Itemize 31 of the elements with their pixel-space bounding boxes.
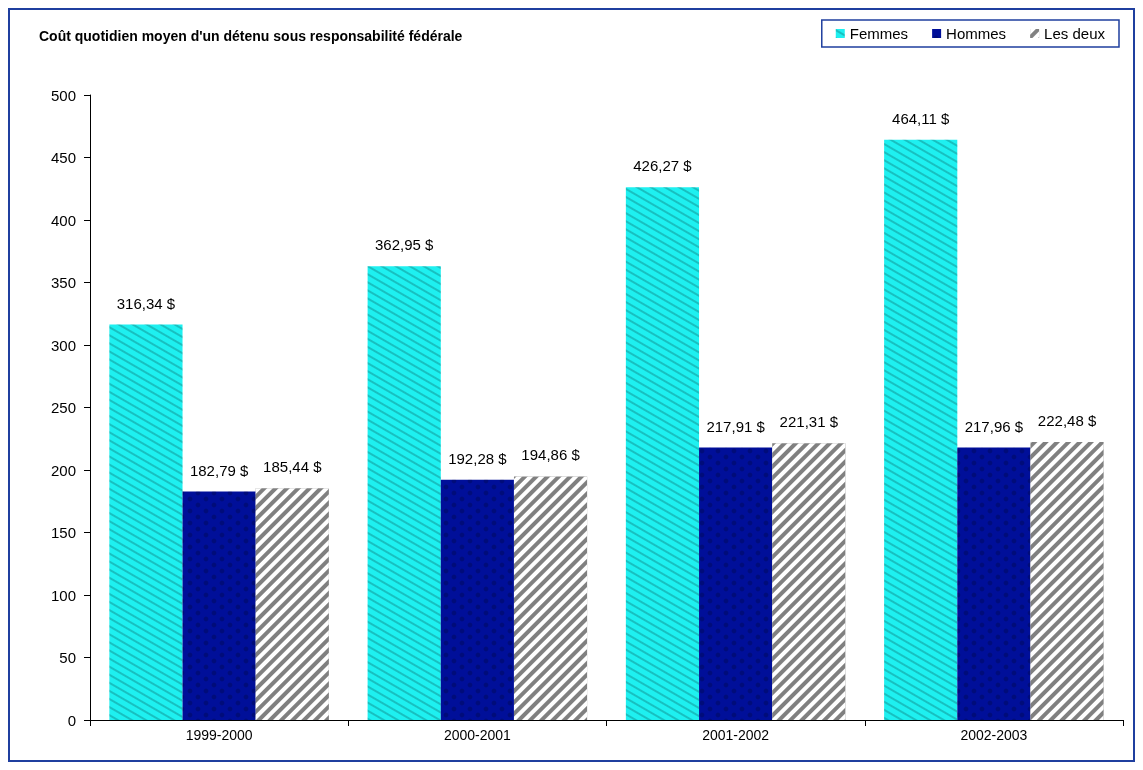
y-tick-label: 150	[50, 524, 76, 541]
data-label: 222,48 $	[1037, 411, 1097, 429]
x-tick-label: 2000-2001	[443, 727, 512, 743]
data-label: 217,96 $	[964, 417, 1024, 435]
x-tick-label: 1999-2000	[185, 727, 253, 743]
y-tick-label: 50	[59, 649, 76, 666]
chart-title: Coût quotidien moyen d'un détenu sous responsabilité fédérale	[39, 28, 463, 44]
y-tick-label: 300	[50, 336, 76, 354]
y-tick-label: 500	[50, 86, 76, 104]
data-label: 221,31 $	[779, 413, 839, 431]
legend-label: Les deux	[1044, 25, 1106, 42]
data-label: 464,11 $	[892, 109, 950, 127]
y-tick-label: 350	[50, 274, 76, 291]
x-tick-label: 2001-2002	[702, 727, 770, 743]
data-label: 185,44 $	[263, 458, 323, 476]
y-tick-label: 250	[50, 399, 76, 416]
data-label: 217,91 $	[706, 417, 766, 435]
data-label: 182,79 $	[189, 461, 249, 479]
y-tick-label: 100	[50, 586, 76, 604]
y-tick-label: 400	[50, 211, 76, 229]
y-tick-label: 200	[50, 461, 76, 479]
data-label: 192,28 $	[448, 449, 508, 467]
legend-label: Hommes	[946, 25, 1007, 42]
data-label: 362,95 $	[375, 236, 435, 254]
y-tick-label: 450	[50, 149, 76, 166]
x-tick-label: 2002-2003	[960, 727, 1028, 743]
legend-label: Femmes	[849, 25, 909, 42]
y-tick-label: 0	[67, 711, 76, 729]
data-label: 316,34 $	[116, 294, 176, 312]
data-label: 426,27 $	[633, 157, 693, 175]
data-label: 194,86 $	[521, 446, 581, 464]
